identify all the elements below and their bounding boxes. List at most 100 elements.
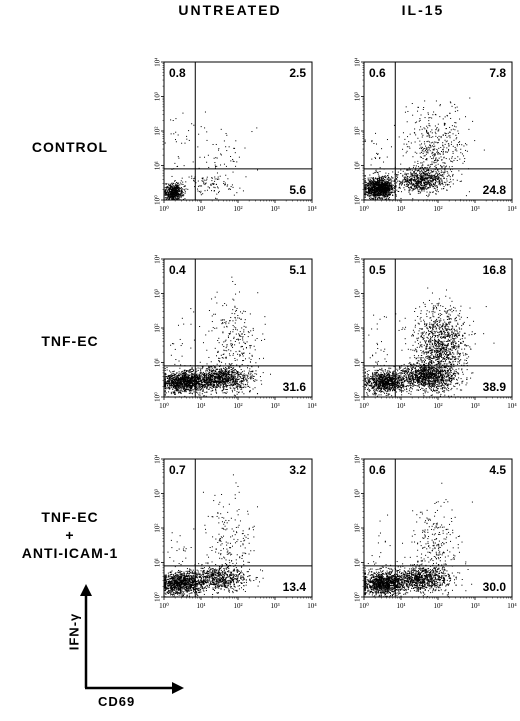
event-dot	[392, 180, 393, 181]
event-dot	[432, 164, 433, 165]
event-dot	[445, 133, 446, 134]
event-dot	[429, 194, 430, 195]
event-dot	[421, 185, 422, 186]
event-dot	[447, 171, 448, 172]
event-dot	[186, 374, 187, 375]
event-dot	[365, 189, 366, 190]
event-dot	[376, 184, 377, 185]
event-dot	[182, 371, 183, 372]
event-dot	[448, 150, 449, 151]
event-dot	[184, 376, 185, 377]
event-dot	[188, 376, 189, 377]
event-dot	[171, 186, 172, 187]
event-dot	[424, 127, 425, 128]
event-dot	[429, 177, 430, 178]
event-dot	[192, 376, 193, 377]
event-dot	[201, 194, 202, 195]
event-dot	[177, 197, 178, 198]
event-dot	[427, 151, 428, 152]
event-dot	[185, 381, 186, 382]
event-dot	[456, 138, 457, 139]
event-dot	[197, 388, 198, 389]
event-dot	[230, 160, 231, 161]
y-tick-label: 10¹	[354, 161, 362, 170]
event-dot	[167, 388, 168, 389]
event-dot	[425, 150, 426, 151]
event-dot	[235, 374, 236, 375]
event-dot	[191, 390, 192, 391]
event-dot	[251, 377, 252, 378]
event-dot	[450, 186, 451, 187]
event-dot	[226, 384, 227, 385]
event-dot	[175, 190, 176, 191]
y-tick-label: 10²	[154, 126, 162, 135]
event-dot	[424, 148, 425, 149]
event-dot	[416, 176, 417, 177]
event-dot	[239, 381, 240, 382]
event-dot	[185, 372, 186, 373]
event-dot	[177, 166, 178, 167]
event-dot	[179, 371, 180, 372]
event-dot	[218, 177, 219, 178]
event-dot	[448, 145, 449, 146]
event-dot	[200, 395, 201, 396]
event-dot	[186, 385, 187, 386]
event-dot	[372, 198, 373, 199]
event-dot	[182, 384, 183, 385]
event-dot	[174, 189, 175, 190]
event-dot	[175, 198, 176, 199]
event-dot	[376, 181, 377, 182]
event-dot	[459, 144, 460, 145]
event-dot	[226, 133, 227, 134]
event-dot	[442, 174, 443, 175]
event-dot	[431, 185, 432, 186]
event-dot	[201, 382, 202, 383]
event-dot	[444, 182, 445, 183]
event-dot	[211, 190, 212, 191]
event-dot	[389, 183, 390, 184]
event-dot	[185, 378, 186, 379]
event-dot	[384, 197, 385, 198]
event-dot	[212, 390, 213, 391]
event-dot	[464, 158, 465, 159]
event-dot	[432, 114, 433, 115]
event-dot	[171, 183, 172, 184]
event-dot	[400, 198, 401, 199]
event-dot	[388, 180, 389, 181]
event-dot	[426, 130, 427, 131]
event-dot	[375, 196, 376, 197]
event-dot	[375, 157, 376, 158]
event-dot	[171, 387, 172, 388]
event-dot	[456, 137, 457, 138]
event-dot	[421, 152, 422, 153]
event-dot	[437, 130, 438, 131]
event-dot	[193, 389, 194, 390]
event-dot	[178, 198, 179, 199]
event-dot	[392, 171, 393, 172]
event-dot	[424, 173, 425, 174]
event-dot	[380, 181, 381, 182]
event-dot	[422, 147, 423, 148]
y-tick-label: 10⁰	[354, 195, 362, 205]
event-dot	[376, 193, 377, 194]
event-dot	[189, 385, 190, 386]
event-dot	[374, 188, 375, 189]
event-dot	[417, 177, 418, 178]
event-dot	[176, 375, 177, 376]
event-dot	[180, 374, 181, 375]
event-dot	[428, 135, 429, 136]
event-dot	[367, 192, 368, 193]
event-dot	[380, 189, 381, 190]
event-dot	[373, 143, 374, 144]
event-dot	[202, 193, 203, 194]
event-dot	[409, 180, 410, 181]
event-dot	[448, 143, 449, 144]
event-dot	[385, 194, 386, 195]
event-dot	[407, 121, 408, 122]
event-dot	[453, 174, 454, 175]
event-dot	[207, 379, 208, 380]
event-dot	[365, 178, 366, 179]
event-dot	[216, 194, 217, 195]
event-dot	[225, 183, 226, 184]
